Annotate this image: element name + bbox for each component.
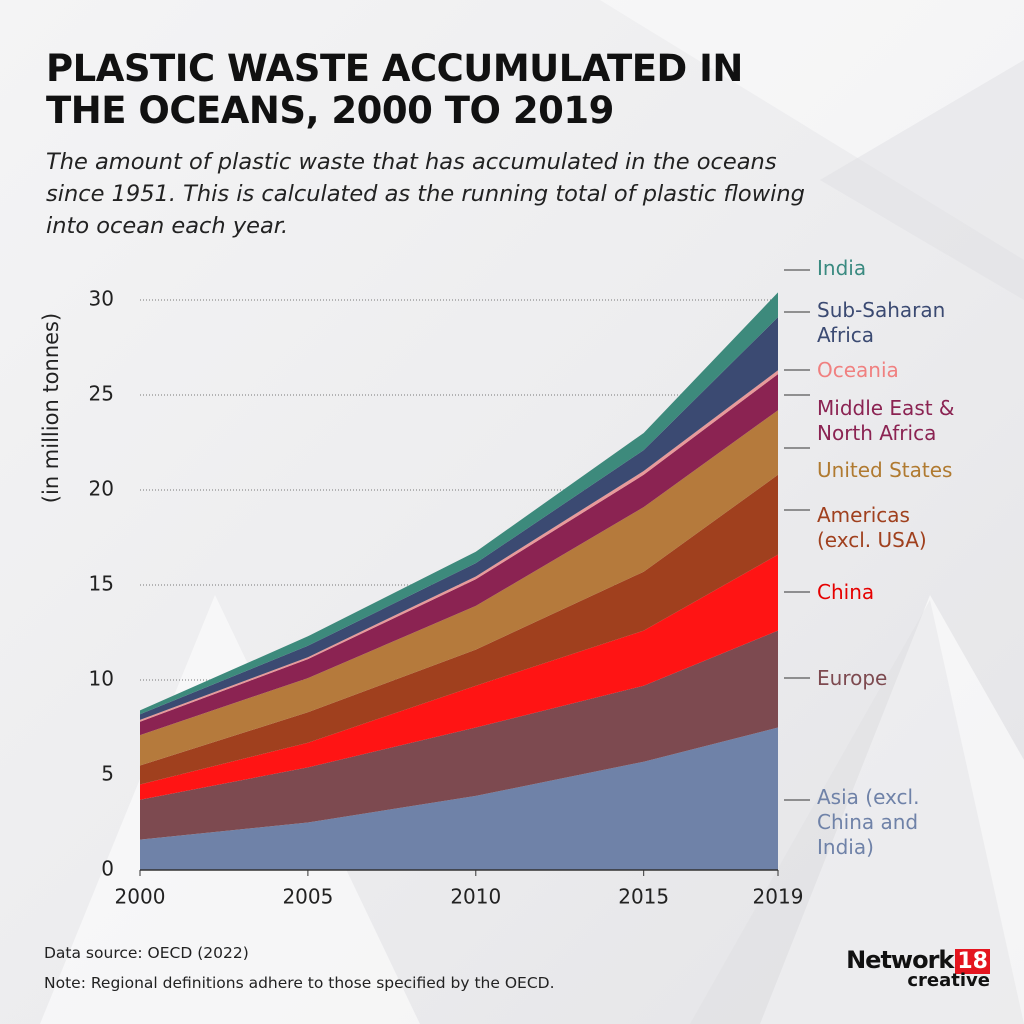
y-tick-label: 0 — [101, 857, 114, 881]
area — [140, 630, 778, 840]
y-tick-label: 25 — [89, 382, 114, 406]
legend-label: India — [817, 256, 867, 280]
legend-label: Middle East & North Africa — [817, 396, 955, 445]
legend-label: Americas (excl. USA) — [817, 503, 927, 552]
chart-title: PLASTIC WASTE ACCUMULATED IN THE OCEANS,… — [46, 47, 743, 132]
y-axis-label: (in million tonnes) — [39, 313, 63, 503]
y-tick-label: 20 — [89, 477, 114, 501]
y-tick-label: 15 — [89, 572, 114, 596]
x-tick-label: 2015 — [618, 885, 669, 909]
legend-label: Europe — [817, 666, 888, 690]
logo: Network 18 creative — [846, 946, 990, 991]
y-tick-label: 30 — [89, 287, 114, 311]
logo-name: Network — [846, 946, 954, 974]
area — [140, 474, 778, 785]
y-tick-label: 5 — [101, 762, 114, 786]
note: Note: Regional definitions adhere to tho… — [44, 974, 555, 992]
x-tick-label: 2019 — [753, 885, 804, 909]
x-tick-label: 2010 — [450, 885, 501, 909]
x-tick-label: 2005 — [282, 885, 333, 909]
legend-label: Oceania — [817, 358, 899, 382]
source: Data source: OECD (2022) — [44, 944, 249, 962]
area — [140, 554, 778, 800]
area — [140, 727, 778, 870]
chart-subtitle: The amount of plastic waste that has acc… — [46, 149, 805, 239]
y-tick-label: 10 — [89, 667, 114, 691]
area — [140, 374, 778, 736]
logo-number: 18 — [955, 949, 990, 974]
x-tick-label: 2000 — [115, 885, 166, 909]
legend-label: Sub-Saharan Africa — [817, 298, 946, 347]
area — [140, 410, 778, 766]
logo-sub: creative — [907, 970, 990, 991]
legend-label: United States — [817, 458, 953, 482]
legend-label: Asia (excl. China and India) — [817, 785, 920, 859]
legend-label: China — [817, 580, 875, 604]
